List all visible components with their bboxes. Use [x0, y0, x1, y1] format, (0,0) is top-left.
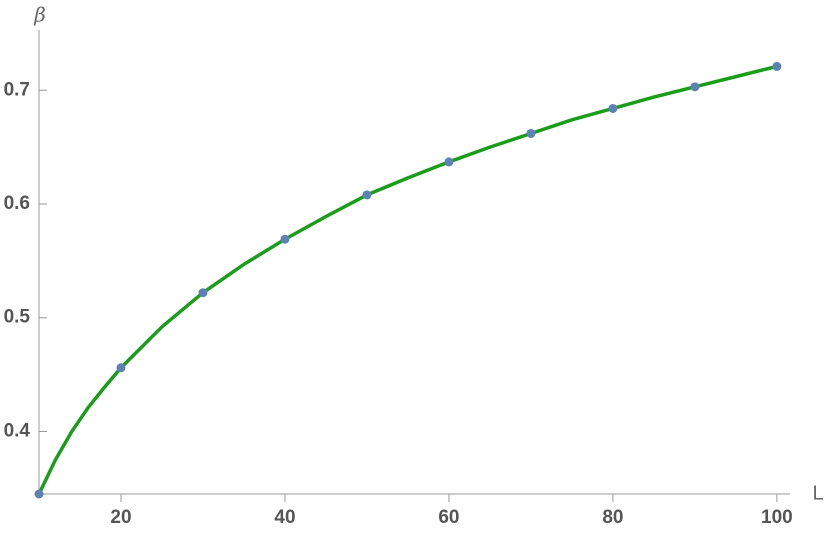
- data-point: [280, 234, 290, 244]
- y-tick-label: 0.6: [4, 193, 30, 214]
- x-tick-label: 80: [602, 507, 623, 528]
- data-point: [444, 157, 454, 167]
- y-tick-label: 0.7: [4, 79, 30, 100]
- data-point: [608, 103, 618, 113]
- y-axis-title: β: [33, 3, 46, 27]
- data-point: [526, 128, 536, 138]
- x-tick-label: 40: [274, 507, 295, 528]
- x-tick-label: 100: [761, 507, 793, 528]
- data-point: [34, 489, 44, 499]
- x-tick-label: 20: [110, 507, 131, 528]
- data-point: [772, 61, 782, 71]
- data-point: [362, 190, 372, 200]
- x-axis-title: L: [812, 482, 823, 504]
- data-point: [690, 82, 700, 92]
- y-tick-label: 0.4: [4, 420, 31, 441]
- x-tick-label: 60: [438, 507, 459, 528]
- data-point: [198, 288, 208, 298]
- fit-curve: [37, 64, 778, 495]
- data-point: [116, 363, 126, 373]
- y-tick-label: 0.5: [4, 307, 31, 328]
